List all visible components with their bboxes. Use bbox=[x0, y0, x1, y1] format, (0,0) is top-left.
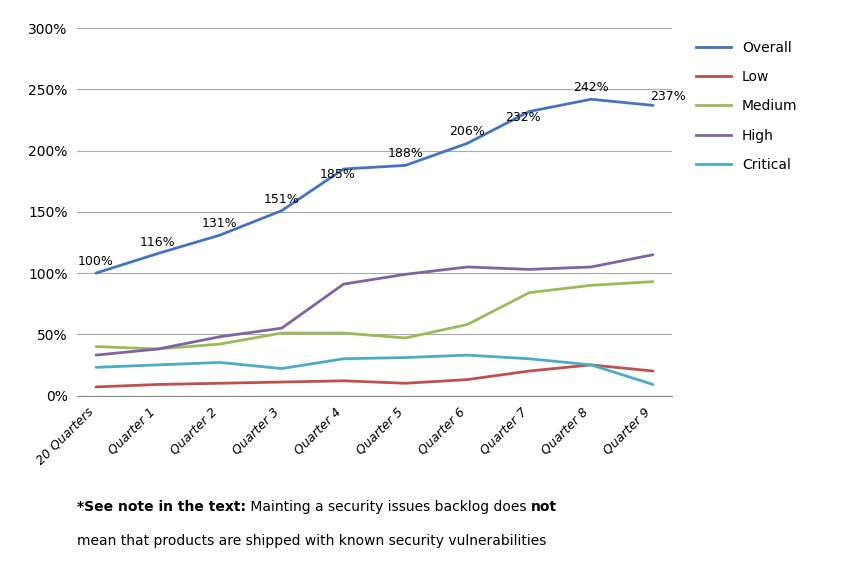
Text: not: not bbox=[531, 500, 557, 514]
Text: 188%: 188% bbox=[387, 147, 424, 160]
Text: Mainting a security issues backlog does: Mainting a security issues backlog does bbox=[246, 500, 531, 514]
Text: *See note in the text:: *See note in the text: bbox=[77, 500, 246, 514]
Text: 185%: 185% bbox=[319, 168, 356, 181]
Text: 232%: 232% bbox=[505, 111, 541, 124]
Text: 151%: 151% bbox=[263, 193, 300, 206]
Text: 116%: 116% bbox=[140, 236, 176, 249]
Text: 237%: 237% bbox=[651, 90, 686, 103]
Text: 100%: 100% bbox=[78, 255, 114, 268]
Text: 242%: 242% bbox=[573, 81, 609, 94]
Text: 206%: 206% bbox=[449, 125, 486, 138]
Text: 131%: 131% bbox=[202, 217, 238, 231]
Text: mean that products are shipped with known security vulnerabilities: mean that products are shipped with know… bbox=[77, 534, 547, 548]
Legend: Overall, Low, Medium, High, Critical: Overall, Low, Medium, High, Critical bbox=[691, 35, 802, 177]
